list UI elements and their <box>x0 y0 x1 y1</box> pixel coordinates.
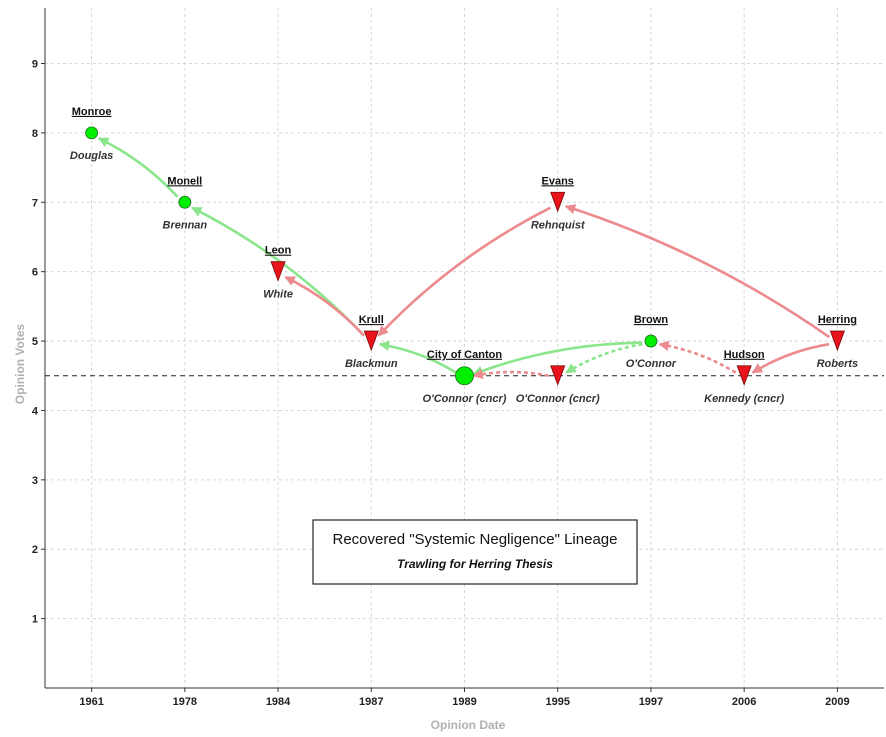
y-tick-label: 6 <box>32 267 38 279</box>
citation-arrow <box>284 275 366 337</box>
legend: Recovered "Systemic Negligence" Lineage … <box>312 519 638 585</box>
x-tick-label: 1989 <box>452 696 476 708</box>
case-marker-circle[interactable] <box>455 366 474 386</box>
case-marker-triangle[interactable] <box>829 330 845 352</box>
axes: 1 2 3 4 5 6 7 8 9 1961 1978 1984 1987 1989 1995 1997 200… <box>32 8 884 708</box>
author-label: Douglas <box>70 150 113 162</box>
case-name-label: Monell <box>167 175 202 187</box>
x-tick-label: 1995 <box>545 696 569 708</box>
points <box>85 126 845 386</box>
case-name-label: Evans <box>542 175 574 187</box>
x-tick-label: 1987 <box>359 696 383 708</box>
author-label: O'Connor (cncr) <box>516 393 600 405</box>
y-tick-label: 5 <box>32 336 38 348</box>
author-label: Roberts <box>817 358 859 370</box>
citation-arrow <box>565 342 643 374</box>
case-name-label: City of Canton <box>427 349 502 361</box>
y-tick-label: 3 <box>32 475 38 487</box>
citation-arrow <box>472 341 643 376</box>
citation-arrow <box>472 368 549 380</box>
case-name-label: Monroe <box>72 106 112 118</box>
point-labels: Monroe Douglas Monell Brennan Leon White Krull… <box>70 106 858 405</box>
y-tick-label: 2 <box>32 544 38 556</box>
case-marker-triangle[interactable] <box>550 365 566 386</box>
case-marker-triangle[interactable] <box>363 330 379 352</box>
x-tick-label: 1978 <box>173 696 197 708</box>
x-tick-label: 1997 <box>639 696 663 708</box>
case-marker-circle[interactable] <box>644 334 658 348</box>
case-marker-triangle[interactable] <box>270 261 286 282</box>
case-name-label: Leon <box>265 245 292 257</box>
y-tick-label: 7 <box>32 197 38 209</box>
author-label: Brennan <box>163 219 208 231</box>
x-tick-label: 2006 <box>732 696 756 708</box>
author-label: Blackmun <box>345 358 398 370</box>
y-tick-label: 4 <box>32 405 39 417</box>
case-marker-circle[interactable] <box>178 195 192 209</box>
author-label: O'Connor (cncr) <box>423 393 507 405</box>
chart-title: Recovered "Systemic Negligence" Lineage <box>333 531 618 548</box>
citation-arrow <box>377 206 552 337</box>
case-marker-triangle[interactable] <box>550 191 566 213</box>
author-label: Rehnquist <box>531 219 586 231</box>
x-axis-label: Opinion Date <box>431 718 506 732</box>
x-tick-label: 2009 <box>825 696 849 708</box>
case-name-label: Herring <box>818 314 857 326</box>
author-label: O'Connor <box>626 358 677 370</box>
y-tick-label: 9 <box>32 59 38 71</box>
case-name-label: Hudson <box>724 349 765 361</box>
case-name-label: Krull <box>359 314 384 326</box>
y-tick-label: 1 <box>32 614 38 626</box>
chart-subtitle: Trawling for Herring Thesis <box>397 557 553 571</box>
x-tick-label: 1984 <box>266 696 291 708</box>
author-label: White <box>263 289 293 301</box>
x-tick-label: 1961 <box>79 696 103 708</box>
citation-arrow <box>564 204 831 339</box>
case-marker-triangle[interactable] <box>736 365 752 386</box>
citation-arrow <box>751 342 830 374</box>
legend-box <box>312 519 638 585</box>
citation-arrow <box>97 137 179 198</box>
author-label: Kennedy (cncr) <box>704 393 784 405</box>
y-axis-label: Opinion Votes <box>13 323 27 404</box>
citation-arrow <box>658 340 737 374</box>
y-tick-label: 8 <box>32 128 38 140</box>
case-marker-circle[interactable] <box>85 126 99 140</box>
case-name-label: Brown <box>634 314 669 326</box>
citation-arrow <box>378 340 457 374</box>
